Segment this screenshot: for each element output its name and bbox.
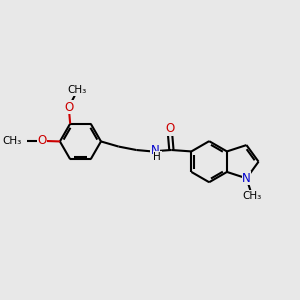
Text: H: H — [153, 152, 161, 162]
Text: O: O — [165, 122, 175, 135]
Text: CH₃: CH₃ — [242, 191, 261, 201]
Text: N: N — [242, 172, 251, 185]
Text: CH₃: CH₃ — [68, 85, 87, 95]
Text: CH₃: CH₃ — [2, 136, 21, 146]
Text: O: O — [38, 134, 47, 147]
Text: N: N — [151, 144, 160, 157]
Text: O: O — [64, 100, 74, 114]
